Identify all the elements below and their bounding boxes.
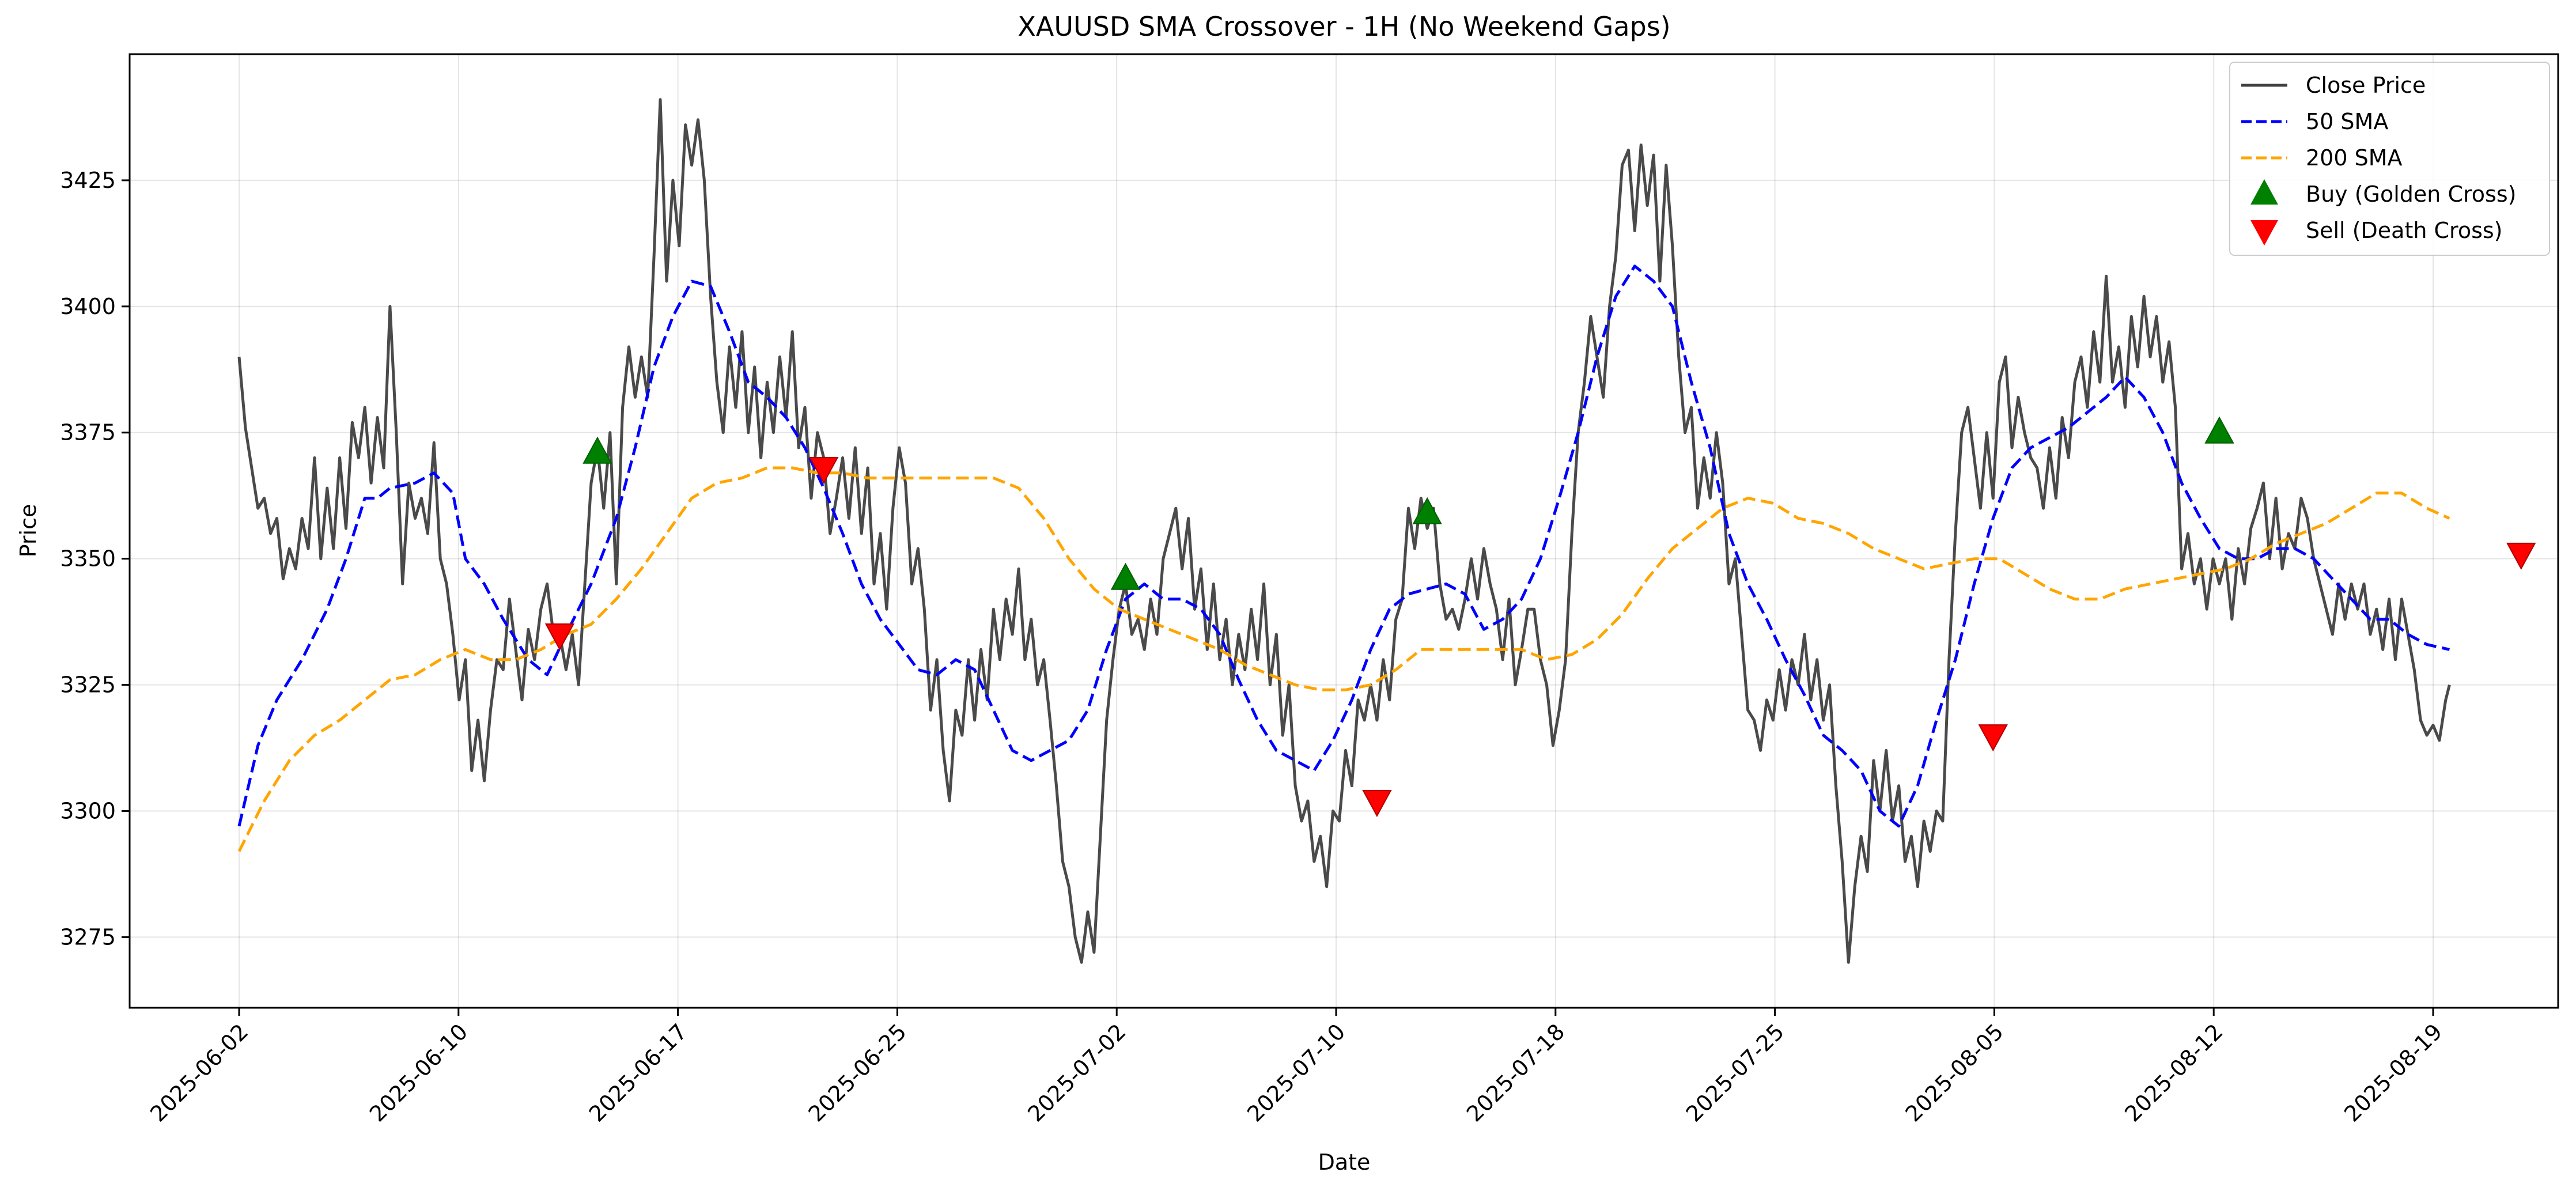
legend-label: Buy (Golden Cross) xyxy=(2306,182,2516,207)
legend-entry: Buy (Golden Cross) xyxy=(2250,179,2516,207)
legend-entry: Close Price xyxy=(2241,73,2426,98)
buy-signal-marker xyxy=(2204,416,2234,444)
y-tick-label: 3350 xyxy=(60,546,116,572)
buy-signal-marker xyxy=(1412,497,1442,524)
y-tick-label: 3400 xyxy=(60,294,116,319)
sell-signal-marker xyxy=(1362,789,1392,818)
plot-background xyxy=(130,54,2558,1008)
buy-signal-marker xyxy=(582,436,612,464)
legend-label: 200 SMA xyxy=(2306,145,2403,171)
x-axis-label: Date xyxy=(1318,1150,1371,1175)
legend-label: 50 SMA xyxy=(2306,109,2388,134)
y-tick-label: 3375 xyxy=(60,420,116,445)
signal-markers xyxy=(544,416,2536,818)
sell-signal-marker xyxy=(809,457,839,485)
legend-label: Sell (Death Cross) xyxy=(2306,218,2503,243)
legend-label: Close Price xyxy=(2306,73,2426,98)
legend-entry: 50 SMA xyxy=(2241,109,2388,134)
legend: Close Price 50 SMA 200 SMA Buy (Golden Cros… xyxy=(2229,62,2550,256)
y-tick-label: 3325 xyxy=(60,672,116,698)
legend-swatch-sell-marker xyxy=(2250,220,2278,245)
grid-lines xyxy=(130,54,2558,1008)
y-tick-label: 3300 xyxy=(60,798,116,823)
legend-entry: Sell (Death Cross) xyxy=(2250,218,2503,245)
legend-entry: 200 SMA xyxy=(2241,145,2403,171)
sma-200-line xyxy=(237,466,2450,852)
chart-title: XAUUSD SMA Crossover - 1H (No Weekend Ga… xyxy=(1017,11,1670,42)
sma-50-line xyxy=(237,264,2450,828)
sell-signal-marker xyxy=(1978,724,2008,752)
legend-swatch-buy-marker xyxy=(2250,179,2278,205)
y-tick-label: 3275 xyxy=(60,924,116,950)
plot-frame xyxy=(128,53,2559,1009)
y-tick-label: 3425 xyxy=(60,168,116,193)
legend-box xyxy=(2229,62,2550,256)
plot-area xyxy=(128,53,2559,1009)
sell-signal-marker xyxy=(544,623,575,651)
y-axis-label: Price xyxy=(16,504,41,558)
sell-signal-marker xyxy=(2506,542,2536,570)
buy-signal-marker xyxy=(1110,562,1141,590)
y-axis: 3275 3300 3325 3350 3375 3400 3425 xyxy=(60,168,130,950)
